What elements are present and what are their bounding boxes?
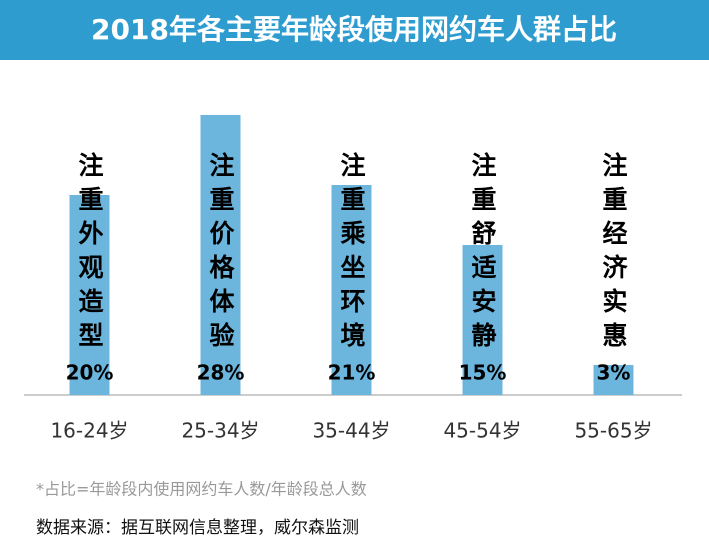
bar-annotation: 注重经济实惠 — [599, 151, 628, 356]
bar-annotation: 注重舒适安静 — [468, 151, 497, 356]
x-tick-label: 25-34岁 — [181, 419, 259, 443]
bar — [69, 195, 110, 395]
chart-title: 2018年各主要年龄段使用网约车人群占比 — [91, 13, 617, 46]
bar — [462, 245, 503, 395]
x-tick-label: 35-44岁 — [312, 419, 390, 443]
value-label: 3% — [597, 361, 631, 385]
source: 数据来源：据互联网信息整理，威尔森监测 — [36, 518, 359, 538]
x-tick-label: 45-54岁 — [443, 419, 521, 443]
footnote: *占比=年龄段内使用网约车人数/年龄段总人数 — [36, 480, 367, 499]
title-background — [0, 0, 709, 60]
bar-annotation: 注重价格体验 — [206, 151, 235, 356]
bar — [593, 365, 634, 395]
value-label: 20% — [66, 361, 114, 385]
x-tick-label: 55-65岁 — [574, 419, 652, 443]
bar — [200, 115, 241, 395]
x-tick-label: 16-24岁 — [50, 419, 128, 443]
value-label: 15% — [459, 361, 507, 385]
bar-annotation: 注重外观造型 — [75, 151, 104, 356]
value-label: 28% — [197, 361, 245, 385]
bar-annotation: 注重乘坐环境 — [337, 151, 366, 356]
bar — [331, 185, 372, 395]
value-label: 21% — [328, 361, 376, 385]
